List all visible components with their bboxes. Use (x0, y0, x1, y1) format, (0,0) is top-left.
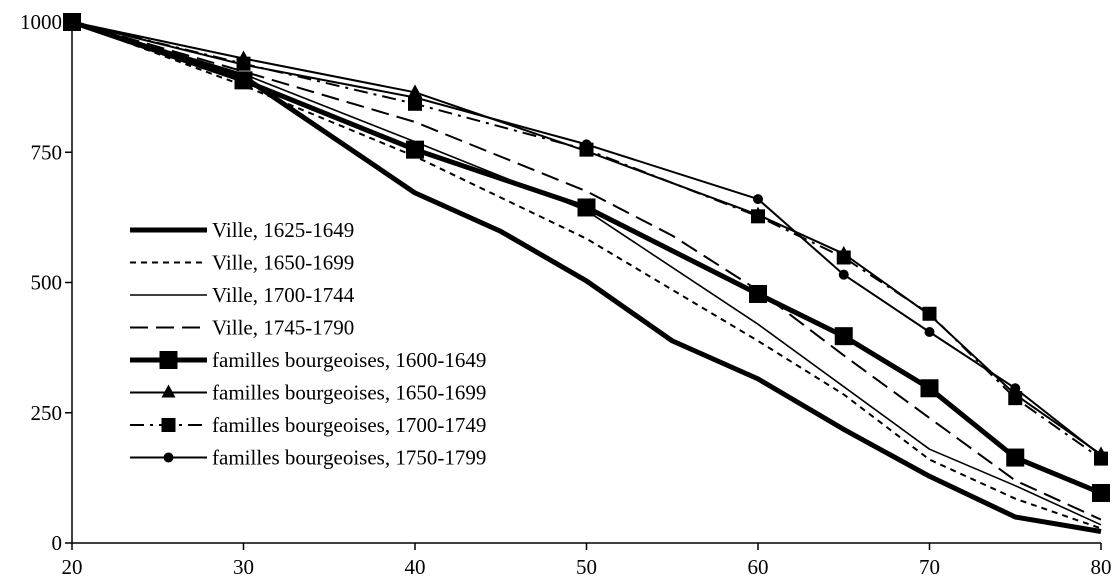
legend-item-1: Ville, 1625-1649 (130, 218, 354, 242)
data-point (1092, 483, 1110, 502)
series-layer (63, 13, 1110, 534)
x-tick-label: 80 (1091, 555, 1112, 579)
data-point (238, 59, 249, 70)
data-point (67, 17, 77, 27)
x-tick-label: 50 (576, 555, 597, 579)
x-tick-label: 20 (62, 555, 83, 579)
data-point (1008, 391, 1023, 406)
data-point (838, 269, 849, 280)
y-tick-label: 250 (31, 401, 63, 425)
data-point (577, 198, 596, 217)
data-point (834, 327, 853, 346)
legend-label: Ville, 1650-1699 (212, 251, 354, 275)
data-point (922, 306, 937, 321)
data-point (1006, 448, 1025, 467)
series-2 (71, 21, 1102, 530)
legend-marker (161, 418, 176, 432)
series-line (71, 21, 1102, 530)
data-point (406, 140, 424, 159)
legend-label: familles bourgeoises, 1700-1749 (212, 413, 486, 437)
series-line (71, 21, 1102, 526)
data-point (753, 194, 763, 205)
legend-item-4: Ville, 1745-1790 (130, 316, 354, 340)
legend-label: familles bourgeoises, 1750-1799 (212, 446, 486, 470)
series-4 (71, 21, 1102, 521)
legend-item-2: Ville, 1650-1699 (130, 251, 354, 275)
legend-marker (159, 351, 178, 369)
data-point (836, 250, 851, 265)
data-point (410, 92, 420, 103)
series-line (71, 21, 1102, 521)
series-1 (71, 19, 1102, 534)
legend-item-6: familles bourgeoises, 1650-1699 (130, 381, 486, 405)
legend-item-8: familles bourgeoises, 1750-1799 (130, 446, 486, 470)
y-tick-label: 750 (31, 140, 63, 164)
legend-marker (163, 452, 174, 463)
series-line (71, 19, 1102, 534)
legend-marker (161, 384, 176, 398)
legend-label: familles bourgeoises, 1650-1699 (212, 381, 486, 405)
data-point (920, 379, 939, 398)
legend-label: familles bourgeoises, 1600-1649 (212, 348, 486, 372)
data-point (1096, 450, 1106, 461)
data-point (234, 71, 253, 90)
axes: 0 250 500 750 1000 20 30 40 50 60 70 80 (20, 10, 1112, 579)
x-tick-label: 30 (233, 555, 254, 579)
legend-item-3: Ville, 1700-1744 (130, 283, 355, 307)
legend-item-7: familles bourgeoises, 1700-1749 (130, 413, 486, 437)
y-tick-label: 1000 (20, 10, 62, 34)
x-tick-label: 60 (748, 555, 769, 579)
legend-item-5: familles bourgeoises, 1600-1649 (130, 348, 486, 372)
y-tick-label: 500 (31, 271, 63, 295)
data-point (749, 284, 767, 303)
legend-label: Ville, 1700-1744 (212, 283, 355, 307)
data-point (1010, 383, 1021, 394)
data-point (581, 139, 592, 150)
data-point (924, 326, 935, 337)
data-point (751, 209, 765, 224)
x-tick-label: 70 (919, 555, 940, 579)
x-tick-label: 40 (405, 555, 426, 579)
series-5 (63, 13, 1110, 502)
legend: Ville, 1625-1649 Ville, 1650-1699 Ville, 1… (130, 218, 486, 470)
y-tick-label: 0 (52, 531, 63, 555)
legend-label: Ville, 1745-1790 (212, 316, 354, 340)
series-3 (71, 21, 1102, 526)
series-8 (67, 17, 1106, 461)
legend-label: Ville, 1625-1649 (212, 218, 354, 242)
